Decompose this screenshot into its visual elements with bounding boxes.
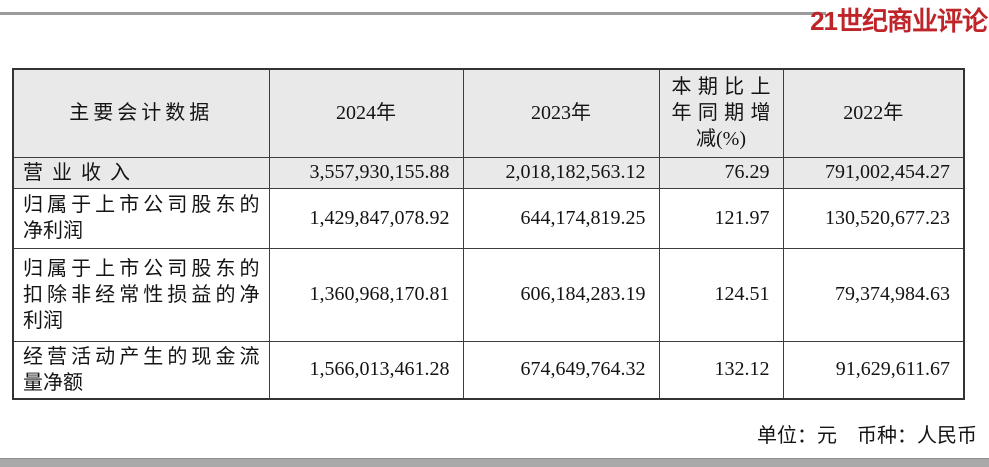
table-row: 归属于上市公司股东的 扣除非经常性损益的净 利润 1,360,968,170.81 60…: [12, 247, 965, 342]
value-cell-yoy-change: 124.51: [658, 247, 784, 342]
column-header-yoy-change: 本期比上年同期增减(%): [658, 68, 784, 158]
text-line: 归属于上市公司股东的: [23, 194, 260, 216]
value-cell-year-2024: 1,429,847,078.92: [268, 187, 464, 249]
text-line: 归属于上市公司股东的: [23, 257, 260, 280]
column-header-year-2023: 2023年: [462, 68, 660, 158]
brand-logo: 21世纪商业评论: [810, 6, 988, 36]
column-header-metric: 主要会计数据: [12, 68, 270, 158]
value-cell-year-2023: 644,174,819.25: [462, 187, 660, 249]
text-line: 2024年: [336, 102, 396, 125]
metric-label-cell: 归属于上市公司股东的 净利润: [12, 187, 270, 249]
table-row: 归属于上市公司股东的 净利润 1,429,847,078.92 644,174,819…: [12, 187, 965, 249]
value-cell-yoy-change: 76.29: [658, 156, 784, 189]
value-cell-year-2022: 791,002,454.27: [782, 156, 965, 189]
text-line: 利润: [23, 309, 63, 332]
unit-note: 单位：元 币种：人民币: [757, 423, 977, 449]
currency-label: 币种：人民币: [857, 425, 977, 447]
text-line: 净利润: [23, 220, 83, 242]
text-line: 年同期增: [671, 102, 771, 125]
text-line: 减(%): [696, 128, 746, 151]
text-line: 扣除非经常性损益的净: [23, 283, 260, 306]
metric-label-cell: 经营活动产生的现金流 量净额: [12, 340, 270, 399]
value-cell-year-2022: 91,629,611.67: [782, 340, 965, 399]
table-header-row: 主要会计数据 2024年 2023年 本期比上年同期增减(%) 2022年: [12, 68, 965, 158]
metric-label-cell: 归属于上市公司股东的 扣除非经常性损益的净 利润: [12, 247, 270, 342]
column-header-year-2024: 2024年: [268, 68, 464, 158]
text-line: 本期比上: [671, 76, 771, 99]
financial-summary-table: 主要会计数据 2024年 2023年 本期比上年同期增减(%) 2022年 营业收入 3,…: [12, 68, 965, 400]
value-cell-year-2024: 1,360,968,170.81: [268, 247, 464, 342]
value-cell-year-2023: 674,649,764.32: [462, 340, 660, 399]
value-cell-year-2023: 606,184,283.19: [462, 247, 660, 342]
table-body: 营业收入 3,557,930,155.88 2,018,182,563.12 76.2…: [12, 156, 965, 399]
value-cell-year-2022: 130,520,677.23: [782, 187, 965, 249]
text-line: 量净额: [23, 371, 83, 394]
text-line: 2023年: [531, 102, 591, 125]
value-cell-yoy-change: 121.97: [658, 187, 784, 249]
horizontal-scrollbar[interactable]: [0, 458, 989, 467]
text-line: 主要会计数据: [69, 102, 214, 125]
value-cell-year-2023: 2,018,182,563.12: [462, 156, 660, 189]
top-divider-line: [0, 12, 826, 15]
table-row: 经营活动产生的现金流 量净额 1,566,013,461.28 674,649,764…: [12, 340, 965, 399]
value-cell-year-2024: 1,566,013,461.28: [268, 340, 464, 399]
unit-label: 单位：元: [757, 425, 837, 447]
metric-label-cell: 营业收入: [12, 156, 270, 189]
table-row: 营业收入 3,557,930,155.88 2,018,182,563.12 76.2…: [12, 156, 965, 189]
value-cell-yoy-change: 132.12: [658, 340, 784, 399]
text-line: 2022年: [843, 102, 904, 125]
value-cell-year-2024: 3,557,930,155.88: [268, 156, 464, 189]
column-header-year-2022: 2022年: [782, 68, 965, 158]
value-cell-year-2022: 79,374,984.63: [782, 247, 965, 342]
text-line: 经营活动产生的现金流: [23, 345, 260, 368]
text-line: 营业收入: [23, 161, 139, 184]
